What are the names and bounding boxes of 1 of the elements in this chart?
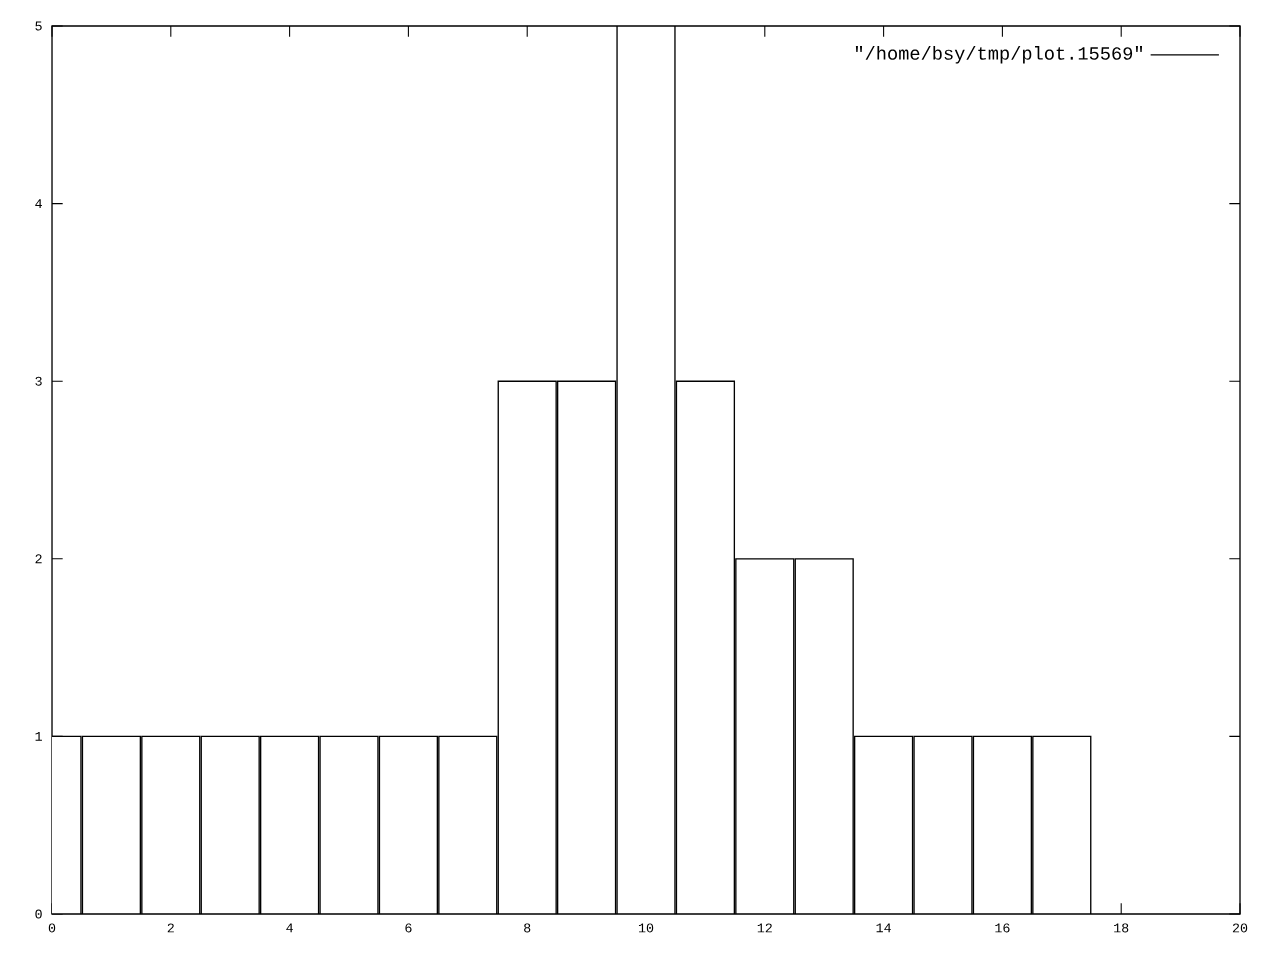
legend-label: "/home/bsy/tmp/plot.15569" xyxy=(855,46,1143,64)
